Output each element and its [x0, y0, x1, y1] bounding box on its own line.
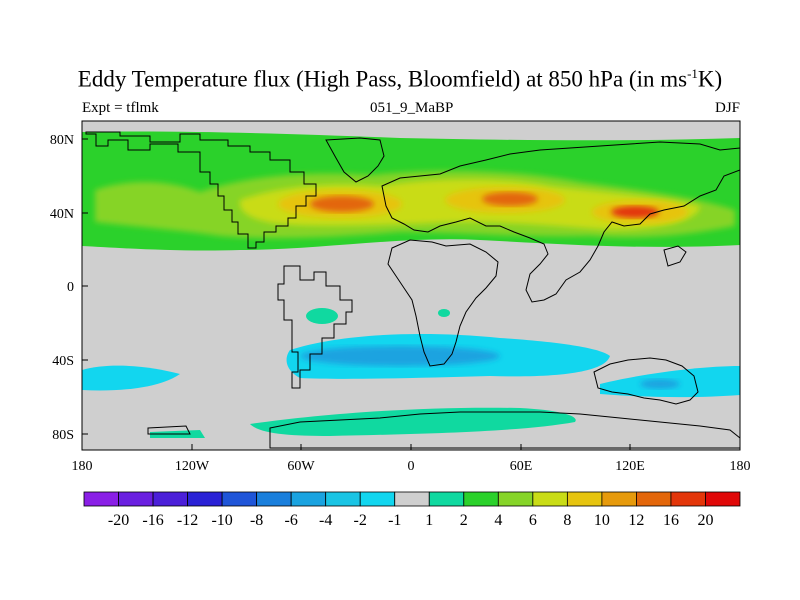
continent-outlines — [85, 131, 740, 449]
lat-tick-label: 80S — [52, 428, 74, 443]
experiment-label: Expt = tflmk — [82, 100, 159, 116]
colorbar-swatch — [428, 491, 465, 507]
colorbar-swatch — [497, 491, 534, 507]
colorbar-label: 10 — [594, 512, 610, 529]
colorbar-label: -12 — [177, 512, 198, 529]
longitude-ticks: 180 120W 60W 0 60E 120E 180 — [72, 444, 751, 474]
lat-tick-label: 40N — [50, 207, 74, 222]
colorbar-label: 16 — [663, 512, 679, 529]
sh-negative-band-west — [82, 365, 180, 391]
lon-tick-label: 120W — [175, 459, 210, 474]
nh-core-red-asia — [482, 192, 538, 206]
latitude-ticks: 80N 40N 0 40S 80S — [50, 133, 88, 443]
greenland-outline — [325, 137, 385, 183]
colorbar-swatch — [394, 491, 430, 507]
sh-high-latitude-band — [250, 407, 576, 436]
lon-tick-label: 60E — [510, 459, 533, 474]
chart-title-superscript: -1 — [687, 66, 698, 81]
colorbar-swatch — [359, 491, 396, 507]
north-america-outline — [85, 131, 317, 249]
lon-tick-label: 60W — [287, 459, 315, 474]
colorbar-label: -1 — [388, 512, 401, 529]
colorbar-swatch — [118, 491, 154, 507]
lon-tick-label: 180 — [730, 459, 751, 474]
lon-tick-label: 0 — [408, 459, 415, 474]
antarctic-peninsula-outline — [147, 425, 191, 435]
colorbar-label: -16 — [142, 512, 163, 529]
lat-tick-label: 40S — [52, 354, 74, 369]
africa-outline — [387, 239, 499, 367]
colorbar-swatch — [601, 491, 637, 507]
flux-field — [82, 121, 740, 450]
colorbar-label: 20 — [697, 512, 713, 529]
chart-title-main: Eddy Temperature flux (High Pass, Bloomf… — [77, 66, 688, 92]
south-america-outline — [277, 265, 353, 389]
tropical-patch-indian — [438, 309, 450, 317]
colorbar-label: 4 — [494, 512, 502, 529]
colorbar-label: -4 — [319, 512, 332, 529]
sh-core-blue — [300, 346, 500, 366]
colorbar-swatch — [670, 491, 706, 507]
colorbar-label: 12 — [628, 512, 644, 529]
colorbar-label: -20 — [108, 512, 129, 529]
australia-outline — [593, 357, 699, 405]
sh-core-blue-east — [640, 379, 680, 389]
colorbar-label: -2 — [354, 512, 367, 529]
run-id-label: 051_9_MaBP — [370, 100, 454, 116]
chart-title-suffix: K) — [697, 66, 723, 92]
lon-tick-label: 180 — [72, 459, 93, 474]
colorbar-swatch — [325, 491, 361, 507]
colorbar-label: 2 — [460, 512, 468, 529]
colorbar-label: 1 — [425, 512, 433, 529]
chart-title: Eddy Temperature flux (High Pass, Bloomf… — [0, 66, 800, 93]
colorbar-swatch — [83, 491, 119, 507]
eurasia-outline — [381, 141, 740, 303]
lon-tick-label: 120E — [615, 459, 645, 474]
japan-islands-outline — [663, 245, 687, 267]
colorbar-swatch — [636, 491, 672, 507]
colorbar-swatch — [256, 491, 292, 507]
colorbar-label: 8 — [563, 512, 571, 529]
colorbar-label: 6 — [529, 512, 537, 529]
colorbar-swatch — [221, 491, 258, 507]
colorbar-swatch — [705, 491, 741, 507]
nh-core-red-pacific — [611, 206, 659, 218]
colorbar-label: -8 — [250, 512, 263, 529]
colorbar-label: -10 — [211, 512, 232, 529]
lat-tick-label: 0 — [67, 280, 74, 295]
lat-tick-label: 80N — [50, 133, 74, 148]
nh-core-red-atlantic — [310, 196, 374, 212]
colorbar-swatch — [463, 491, 499, 507]
colorbar-swatch — [152, 491, 188, 507]
colorbar-label: -6 — [284, 512, 297, 529]
season-label: DJF — [714, 100, 740, 116]
colorbar-swatch — [290, 491, 327, 507]
tropical-patch-atlantic — [306, 308, 338, 324]
colorbar: -20 -16 -12 -10 -8 -6 -4 -2 -1 1 2 4 6 8 10 12 16 20 — [83, 491, 741, 529]
colorbar-swatch — [566, 491, 603, 507]
antarctica-outline — [269, 411, 740, 449]
colorbar-swatch — [187, 491, 223, 507]
colorbar-swatch — [532, 491, 568, 507]
